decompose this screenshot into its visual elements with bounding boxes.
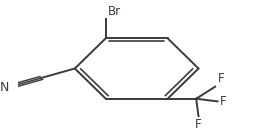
Text: F: F — [195, 118, 202, 131]
Text: F: F — [218, 72, 224, 85]
Text: Br: Br — [108, 5, 121, 18]
Text: F: F — [220, 95, 227, 108]
Text: N: N — [0, 81, 10, 94]
